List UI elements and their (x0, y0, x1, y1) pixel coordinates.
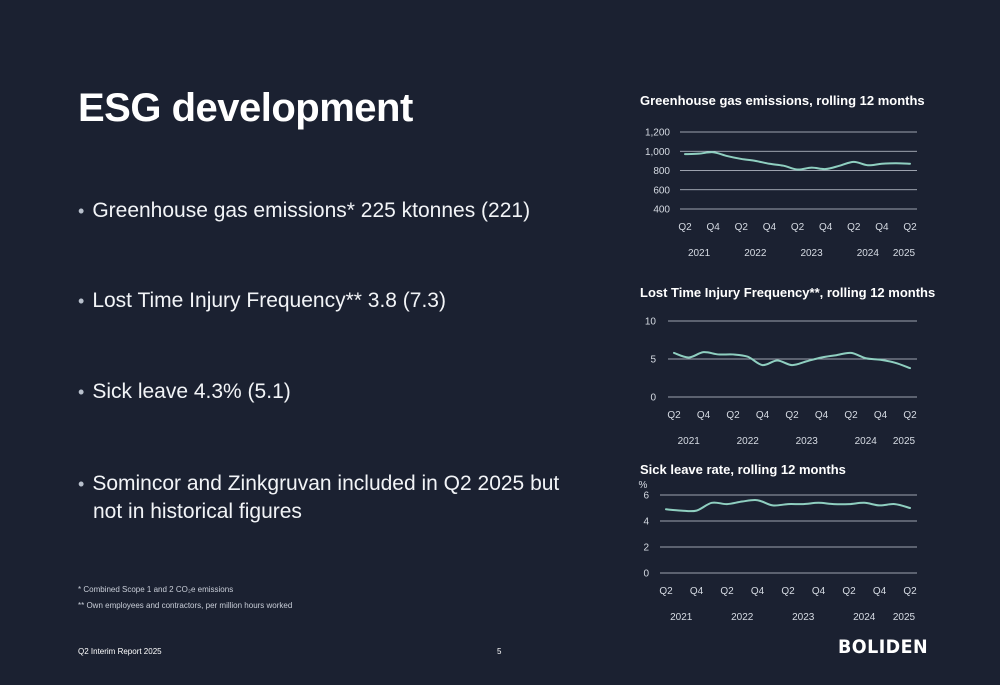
bullet-dot-icon: • (78, 201, 85, 221)
x-tick-label: Q2 (726, 410, 740, 421)
chart-ltif: 0 5 10 Q2 Q4 Q2 Q4 Q2 Q4 Q2 Q4 Q2 2021 2022 2023 2024 20… (645, 317, 917, 448)
year-label: 2021 (678, 436, 701, 447)
bullet-text: Lost Time Injury Frequency** 3.8 (7.3) (92, 289, 446, 312)
x-tick-label: Q2 (842, 586, 856, 597)
bullet-text: Sick leave 4.3% (5.1) (92, 380, 291, 403)
series-line (665, 499, 911, 513)
chart-sick-leave: 0 2 4 6% Q2 Q4 Q2 Q4 Q2 Q4 Q2 Q4 Q2 2021 2022 2023 2024 2… (639, 480, 918, 623)
y-tick-label: 5 (650, 355, 656, 366)
year-label: 2025 (893, 436, 916, 447)
year-label: 2022 (737, 436, 760, 447)
bullet-somincor: • Somincor and Zinkgruvan included in Q2 … (78, 470, 593, 526)
chart-ghg: 400 600 800 1,000 1,200 Q2 Q4 Q2 Q4 Q2 Q4 Q2 Q4 Q2 202… (645, 128, 917, 260)
x-tick-label: Q4 (874, 410, 888, 421)
y-tick-label: 1,200 (645, 128, 670, 139)
y-tick-label: 800 (653, 166, 670, 177)
series-line (684, 151, 911, 171)
chart-title-ghg: Greenhouse gas emissions, rolling 12 mon… (640, 93, 925, 108)
y-tick-label: 0 (650, 393, 656, 404)
bullet-dot-icon: • (78, 382, 85, 402)
year-label: 2024 (853, 612, 876, 623)
y-tick-label: 6 (643, 491, 649, 502)
x-tick-label: Q2 (903, 410, 917, 421)
y-tick-label: 2 (643, 543, 649, 554)
year-label: 2023 (792, 612, 815, 623)
bullet-dot-icon: • (78, 474, 85, 494)
footnote-scope: * Combined Scope 1 and 2 CO₂e emissions (78, 585, 234, 594)
x-tick-label: Q4 (763, 222, 777, 233)
year-label: 2022 (744, 248, 767, 259)
boliden-logo: BOLIDEN (838, 636, 929, 658)
x-tick-label: Q2 (785, 410, 799, 421)
bullet-ltif: • Lost Time Injury Frequency** 3.8 (7.3) (78, 287, 593, 315)
x-tick-label: Q2 (659, 586, 673, 597)
x-tick-label: Q2 (903, 222, 917, 233)
x-tick-label: Q4 (815, 410, 829, 421)
y-tick-label: 400 (653, 205, 670, 216)
x-tick-label: Q4 (875, 222, 889, 233)
year-label: 2022 (731, 612, 754, 623)
x-tick-label: Q2 (735, 222, 749, 233)
x-tick-label: Q2 (903, 586, 917, 597)
year-label: 2021 (670, 612, 693, 623)
y-tick-label: 600 (653, 185, 670, 196)
x-tick-label: Q2 (781, 586, 795, 597)
y-tick-label: 10 (645, 317, 657, 328)
x-tick-label: Q4 (819, 222, 833, 233)
x-tick-label: Q2 (844, 410, 858, 421)
x-tick-label: Q4 (756, 410, 770, 421)
year-label: 2025 (893, 248, 916, 259)
chart-title-ltif: Lost Time Injury Frequency**, rolling 12… (640, 285, 936, 300)
x-tick-label: Q4 (751, 586, 765, 597)
x-tick-label: Q4 (873, 586, 887, 597)
bullet-ghg: • Greenhouse gas emissions* 225 ktonnes (… (78, 197, 593, 225)
x-tick-label: Q2 (678, 222, 692, 233)
year-label: 2021 (688, 248, 711, 259)
x-tick-label: Q2 (847, 222, 861, 233)
x-tick-label: Q4 (812, 586, 826, 597)
year-label: 2023 (796, 436, 819, 447)
x-tick-label: Q4 (706, 222, 720, 233)
y-unit-label: % (639, 480, 648, 491)
bullet-text: Greenhouse gas emissions* 225 ktonnes (2… (92, 199, 531, 222)
y-tick-label: 4 (643, 517, 649, 528)
x-tick-label: Q2 (791, 222, 805, 233)
footer-report-name: Q2 Interim Report 2025 (78, 647, 162, 656)
y-tick-label: 0 (643, 569, 649, 580)
page-number: 5 (497, 647, 502, 656)
year-label: 2024 (857, 248, 880, 259)
bullet-dot-icon: • (78, 291, 85, 311)
chart-title-sick-leave: Sick leave rate, rolling 12 months (640, 462, 846, 477)
year-label: 2023 (800, 248, 823, 259)
x-tick-label: Q2 (720, 586, 734, 597)
x-tick-label: Q4 (697, 410, 711, 421)
footnote-ltif: ** Own employees and contractors, per mi… (78, 601, 293, 610)
bullet-sick-leave: • Sick leave 4.3% (5.1) (78, 378, 593, 406)
x-tick-label: Q4 (690, 586, 704, 597)
bullet-text: Somincor and Zinkgruvan included in Q2 2… (92, 472, 560, 523)
x-tick-label: Q2 (667, 410, 681, 421)
year-label: 2024 (855, 436, 878, 447)
series-line (673, 351, 911, 370)
slide-title: ESG development (78, 86, 413, 130)
y-tick-label: 1,000 (645, 147, 670, 158)
year-label: 2025 (893, 612, 916, 623)
